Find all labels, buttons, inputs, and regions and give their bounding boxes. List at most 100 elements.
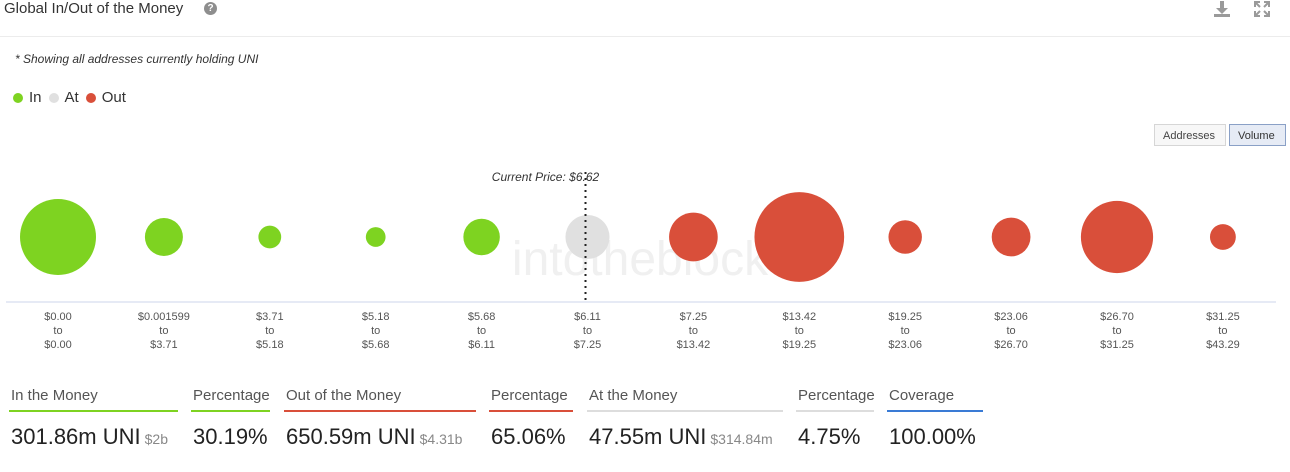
bubble-chart: intotheblock $0.00 to $0.00 $0.001599 to $3.71… — [6, 170, 1276, 351]
x-tick-label: to — [689, 325, 698, 337]
x-tick-label: to — [53, 325, 62, 337]
bubble-in[interactable] — [144, 218, 183, 256]
x-tick-label: to — [583, 325, 592, 337]
x-tick-label: $7.25 — [574, 339, 602, 351]
chart-legend: In At Out — [13, 89, 133, 106]
stat-underline — [796, 410, 874, 412]
x-tick-label: $13.42 — [677, 339, 711, 351]
stat-usd-value: $4.31b — [419, 431, 463, 447]
bubble-in[interactable] — [463, 218, 500, 256]
stat-main-value: 47.55m UNI — [589, 424, 707, 449]
bubble-in[interactable] — [365, 227, 386, 247]
x-tick-label: $6.11 — [574, 311, 601, 323]
watermark: intotheblock — [512, 233, 769, 286]
x-tick-label: $5.18 — [256, 339, 284, 351]
chart-title: Global In/Out of the Money — [4, 0, 184, 17]
legend-label-in: In — [29, 89, 42, 106]
bubble-at[interactable] — [565, 214, 610, 260]
x-tick-label: $3.71 — [256, 311, 284, 323]
stat-underline — [9, 410, 178, 412]
stat-out-percentage: Percentage 65.06% — [489, 384, 573, 450]
x-tick-label: to — [1007, 325, 1016, 337]
x-tick-label: to — [159, 325, 168, 337]
money-stats: In the Money 301.86m UNI $2b Percentage 3… — [0, 384, 1290, 472]
stat-at-the-money: At the Money 47.55m UNI $314.84m — [587, 384, 783, 450]
x-tick-label: $0.00 — [44, 311, 72, 323]
bubble-out[interactable] — [1209, 224, 1236, 250]
stat-value: 4.75% — [798, 424, 861, 449]
stat-main-value: 301.86m UNI — [11, 424, 141, 449]
stat-label: Coverage — [889, 387, 955, 404]
legend-item-at[interactable]: At — [48, 89, 79, 106]
bubble-out[interactable] — [669, 212, 718, 262]
stat-coverage: Coverage 100.00% — [887, 384, 983, 450]
x-tick-label: $5.18 — [362, 311, 390, 323]
x-tick-label: to — [1112, 325, 1121, 337]
x-tick-label: $5.68 — [362, 339, 390, 351]
x-tick-label: $19.25 — [782, 339, 816, 351]
stat-in-the-money: In the Money 301.86m UNI $2b — [9, 384, 178, 450]
x-tick-label: $31.25 — [1206, 311, 1240, 323]
chart-header: Global In/Out of the Money ? — [0, 0, 1290, 37]
x-tick-label: $7.25 — [680, 311, 708, 323]
x-tick-label: $3.71 — [150, 339, 178, 351]
stat-value: 65.06% — [491, 424, 566, 449]
bubble-out[interactable] — [1080, 200, 1154, 274]
stat-main-value: 650.59m UNI — [286, 424, 416, 449]
legend-dot-at — [48, 92, 59, 103]
legend-dot-out — [85, 92, 96, 103]
stat-label: Out of the Money — [286, 387, 402, 404]
stat-label: Percentage — [193, 387, 270, 404]
x-tick-label: $23.06 — [994, 311, 1028, 323]
x-tick-label: to — [477, 325, 486, 337]
x-tick-label: $23.06 — [888, 339, 922, 351]
stat-usd-value: $2b — [144, 431, 168, 447]
expand-icon[interactable] — [1252, 0, 1272, 18]
download-icon[interactable] — [1212, 0, 1232, 18]
bubble-in[interactable] — [258, 225, 282, 249]
stat-underline — [191, 410, 270, 412]
stat-underline — [887, 410, 983, 412]
bubble-out[interactable] — [888, 220, 922, 254]
stat-value: 47.55m UNI $314.84m — [587, 424, 783, 450]
stat-in-percentage: Percentage 30.19% — [191, 384, 270, 450]
x-tick-label: to — [901, 325, 910, 337]
stat-at-percentage: Percentage 4.75% — [796, 384, 875, 450]
bubble-out[interactable] — [991, 217, 1031, 257]
legend-label-out: Out — [101, 89, 126, 106]
addresses-toggle-button[interactable]: Addresses — [1154, 124, 1226, 146]
stat-label: Percentage — [491, 387, 568, 404]
x-tick-label: $5.68 — [468, 311, 496, 323]
stat-underline — [284, 410, 476, 412]
x-tick-label: $13.42 — [782, 311, 816, 323]
x-tick-label: $26.70 — [994, 339, 1028, 351]
legend-label-at: At — [64, 89, 79, 106]
bubble-in[interactable] — [20, 199, 96, 275]
question-circle-icon[interactable]: ? — [204, 2, 217, 15]
x-tick-label: $26.70 — [1100, 311, 1134, 323]
x-tick-label: to — [371, 325, 380, 337]
stat-value: 301.86m UNI $2b — [9, 424, 178, 450]
bubble-out[interactable] — [754, 192, 845, 282]
x-tick-label: to — [265, 325, 274, 337]
stat-label: In the Money — [11, 387, 98, 404]
stat-value: 100.00% — [889, 424, 976, 449]
stat-value: 650.59m UNI $4.31b — [284, 424, 476, 450]
stat-value: 30.19% — [193, 424, 268, 449]
stat-out-of-the-money: Out of the Money 650.59m UNI $4.31b — [284, 384, 476, 450]
volume-toggle-button[interactable]: Volume — [1229, 124, 1286, 146]
legend-item-in[interactable]: In — [13, 89, 42, 106]
legend-item-out[interactable]: Out — [85, 89, 126, 106]
x-tick-label: $0.00 — [44, 339, 72, 351]
holdings-note: * Showing all addresses currently holdin… — [15, 52, 259, 66]
x-tick-label: $19.25 — [888, 311, 922, 323]
x-tick-label: $43.29 — [1206, 339, 1240, 351]
legend-dot-in — [13, 92, 23, 103]
stat-usd-value: $314.84m — [710, 431, 773, 447]
x-tick-label: $31.25 — [1100, 339, 1134, 351]
x-tick-label: $0.001599 — [138, 311, 190, 323]
stat-underline — [489, 410, 573, 412]
stat-underline — [587, 410, 783, 412]
x-tick-label: to — [1218, 325, 1227, 337]
x-tick-label: $6.11 — [468, 339, 495, 351]
